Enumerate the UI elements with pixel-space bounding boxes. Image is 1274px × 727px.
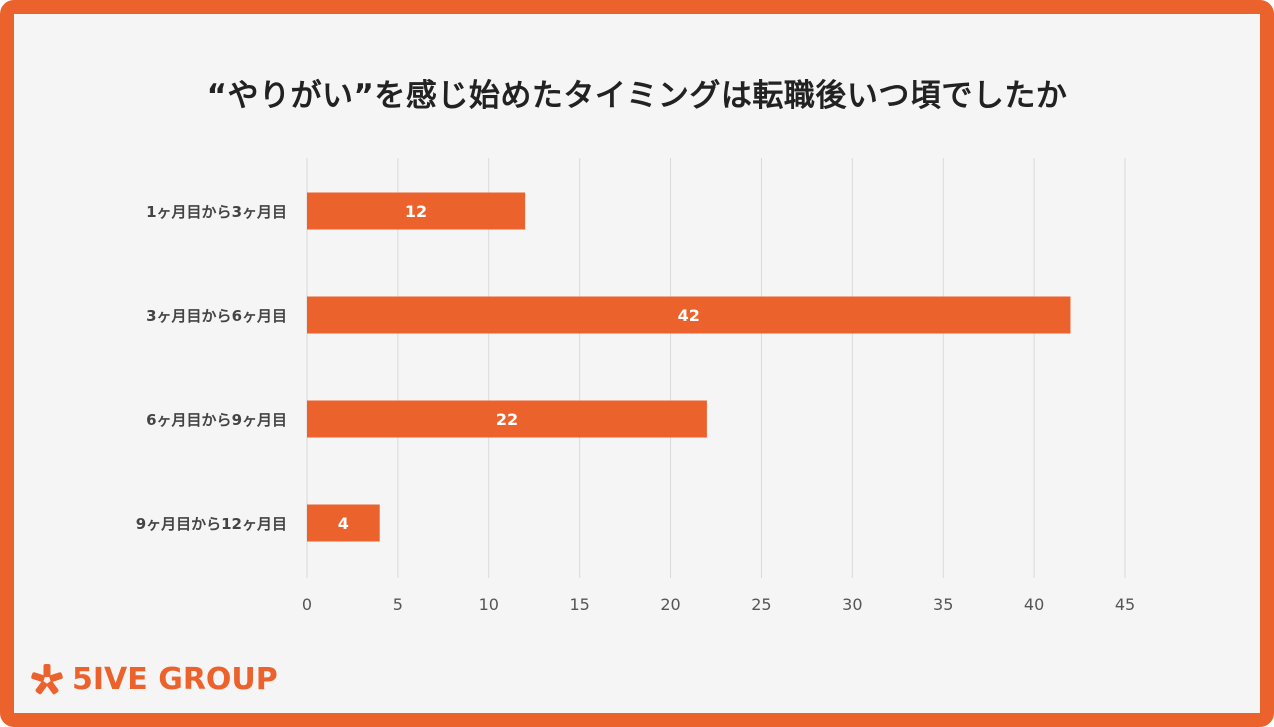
category-label: 6ヶ月目から9ヶ月目 <box>146 411 287 429</box>
brand-name: 5IVE GROUP <box>72 662 278 697</box>
category-label: 1ヶ月目から3ヶ月目 <box>146 203 287 221</box>
bar <box>307 400 707 438</box>
category-labels: 1ヶ月目から3ヶ月目 3ヶ月目から6ヶ月目 6ヶ月目から9ヶ月目 9ヶ月目から12ヶ月… <box>136 203 287 533</box>
x-tick-label: 30 <box>842 595 862 614</box>
brand-logo: 5IVE GROUP <box>30 662 278 697</box>
data-label: 12 <box>405 202 427 221</box>
x-tick-labels: 0 5 10 15 20 25 30 35 40 45 <box>302 595 1135 614</box>
bar <box>307 504 380 542</box>
x-tick-label: 25 <box>751 595 771 614</box>
x-tick-label: 45 <box>1115 595 1135 614</box>
category-label: 3ヶ月目から6ヶ月目 <box>146 307 287 325</box>
asterisk-logo-icon <box>31 663 63 694</box>
x-tick-label: 10 <box>479 595 499 614</box>
bar <box>307 192 526 230</box>
x-tick-label: 0 <box>302 595 312 614</box>
data-label: 42 <box>678 306 700 325</box>
bar <box>307 296 1071 334</box>
bars <box>307 192 1071 542</box>
x-tick-label: 20 <box>660 595 680 614</box>
x-tick-label: 35 <box>933 595 953 614</box>
chart-title: “やりがい”を感じ始めたタイミングは転職後いつ頃でしたか <box>206 78 1068 114</box>
data-label: 4 <box>338 514 349 533</box>
x-tick-label: 15 <box>569 595 589 614</box>
category-label: 9ヶ月目から12ヶ月目 <box>136 515 287 533</box>
x-tick-label: 40 <box>1024 595 1044 614</box>
x-tick-label: 5 <box>393 595 403 614</box>
data-labels: 12 42 22 4 <box>338 202 700 533</box>
data-label: 22 <box>496 410 518 429</box>
